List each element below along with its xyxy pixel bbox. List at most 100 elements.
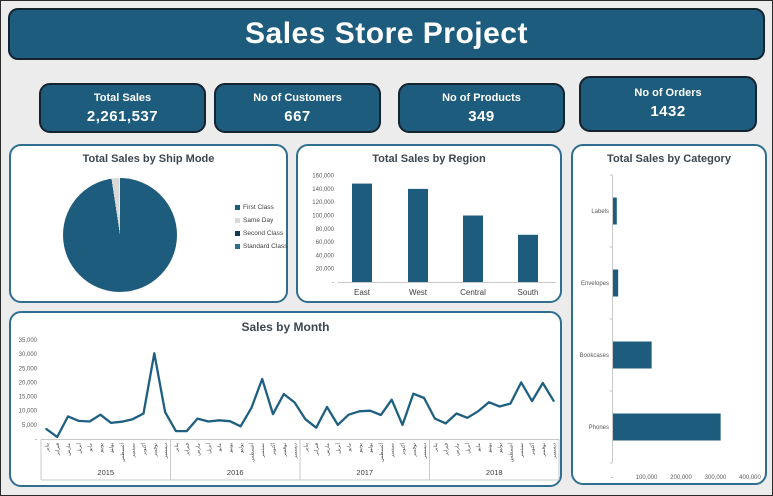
svg-text:فبراير: فبراير <box>444 442 450 456</box>
svg-text:سبتمبر: سبتمبر <box>260 443 266 458</box>
kpi-card-total-sales[interactable]: Total Sales 2,261,537 <box>39 83 206 133</box>
category-bar-chart: - 100,000 200,000 300,000 400,000 Labels Envel… <box>580 174 762 481</box>
svg-text:نوفمبر: نوفمبر <box>541 443 547 458</box>
monthly-sales-line-chart: - 5,000 10,000 15,000 20,000 25,000 30,000 35,0… <box>19 338 560 481</box>
svg-text:35,000: 35,000 <box>19 338 38 344</box>
kpi-value: 2,261,537 <box>86 108 159 125</box>
svg-text:25,000: 25,000 <box>19 366 38 372</box>
svg-text:أكتوبر: أكتوبر <box>141 442 148 456</box>
svg-text:يناير: يناير <box>44 442 50 452</box>
legend-swatch <box>235 205 240 210</box>
legend-item: First Class <box>235 204 287 211</box>
svg-text:60,000: 60,000 <box>316 240 335 246</box>
svg-text:Bookcases: Bookcases <box>580 353 609 359</box>
chart-title: Total Sales by Ship Mode <box>82 153 215 165</box>
svg-text:يونيو: يونيو <box>228 442 234 453</box>
svg-text:نوفمبر: نوفمبر <box>282 443 288 458</box>
svg-text:أكتوبر: أكتوبر <box>400 442 407 456</box>
svg-text:400,000: 400,000 <box>739 475 761 481</box>
category-chart-panel[interactable]: Total Sales by Category - 100,000 200,000 3… <box>571 144 767 485</box>
svg-text:East: East <box>354 288 371 297</box>
svg-text:أغسطس: أغسطس <box>507 442 514 462</box>
svg-text:يناير: يناير <box>303 442 309 452</box>
svg-text:30,000: 30,000 <box>19 352 38 358</box>
page-title: Sales Store Project <box>245 17 528 50</box>
kpi-card-products[interactable]: No of Products 349 <box>398 83 565 133</box>
chart-title: Total Sales by Category <box>607 153 731 165</box>
svg-text:أبريل: أبريل <box>76 442 83 453</box>
svg-text:ديسمبر: ديسمبر <box>293 443 299 459</box>
svg-text:فبراير: فبراير <box>314 442 320 456</box>
svg-text:مارس: مارس <box>325 443 331 456</box>
svg-text:40,000: 40,000 <box>316 253 335 259</box>
legend-label: Same Day <box>243 217 274 224</box>
svg-text:يوليو: يوليو <box>109 442 115 453</box>
svg-text:15,000: 15,000 <box>19 395 38 401</box>
svg-text:يونيو: يونيو <box>357 442 363 453</box>
svg-text:20,000: 20,000 <box>19 380 38 386</box>
svg-text:2015: 2015 <box>97 468 114 477</box>
kpi-value: 1432 <box>650 103 686 120</box>
svg-text:20,000: 20,000 <box>316 267 335 273</box>
kpi-label: No of Customers <box>253 92 342 104</box>
svg-text:200,000: 200,000 <box>670 475 692 481</box>
chart-title: Total Sales by Region <box>372 153 486 165</box>
title-banner[interactable]: Sales Store Project <box>8 8 765 60</box>
svg-text:Phones: Phones <box>589 425 609 431</box>
kpi-label: Total Sales <box>93 92 152 104</box>
region-bar-chart: - 20,000 40,000 60,000 80,000 100,000 120,000 1… <box>312 174 556 297</box>
svg-text:-: - <box>35 437 37 443</box>
kpi-card-customers[interactable]: No of Customers 667 <box>214 83 381 133</box>
svg-text:مارس: مارس <box>66 443 72 456</box>
ship-mode-chart-panel[interactable]: Total Sales by Ship Mode First Class Same… <box>9 144 288 303</box>
kpi-value: 349 <box>468 108 495 125</box>
svg-text:5,000: 5,000 <box>22 423 38 429</box>
svg-text:سبتمبر: سبتمبر <box>390 443 396 458</box>
svg-text:100,000: 100,000 <box>636 475 658 481</box>
svg-text:140,000: 140,000 <box>312 187 334 193</box>
svg-text:أبريل: أبريل <box>335 442 342 453</box>
svg-text:Labels: Labels <box>591 209 609 215</box>
legend-swatch <box>235 218 240 223</box>
legend-swatch <box>235 231 240 236</box>
svg-text:يوليو: يوليو <box>368 442 374 453</box>
svg-text:أكتوبر: أكتوبر <box>529 442 536 456</box>
svg-text:مايو: مايو <box>347 443 353 452</box>
legend-item: Same Day <box>235 217 287 224</box>
region-chart-panel[interactable]: Total Sales by Region - 20,000 40,000 60,00… <box>296 144 562 303</box>
svg-text:يونيو: يونيو <box>98 442 104 453</box>
svg-text:فبراير: فبراير <box>185 442 191 456</box>
monthly-sales-chart-panel[interactable]: Sales by Month - 5,000 10,000 15,000 20,000 2… <box>9 311 562 487</box>
svg-text:نوفمبر: نوفمبر <box>152 443 158 458</box>
svg-text:يونيو: يونيو <box>487 442 493 453</box>
svg-text:نوفمبر: نوفمبر <box>411 443 417 458</box>
ship-mode-pie <box>63 178 177 292</box>
svg-text:أبريل: أبريل <box>464 442 471 453</box>
kpi-value: 667 <box>284 108 311 125</box>
svg-text:يوليو: يوليو <box>239 442 245 453</box>
svg-text:-: - <box>611 475 613 481</box>
svg-text:أكتوبر: أكتوبر <box>270 442 277 456</box>
svg-text:-: - <box>332 280 334 286</box>
svg-text:120,000: 120,000 <box>312 200 334 206</box>
svg-text:80,000: 80,000 <box>316 227 335 233</box>
svg-text:ديسمبر: ديسمبر <box>552 443 558 459</box>
svg-text:سبتمبر: سبتمبر <box>519 443 525 458</box>
svg-text:مارس: مارس <box>454 443 460 456</box>
svg-text:160,000: 160,000 <box>312 174 334 180</box>
svg-text:يناير: يناير <box>433 442 439 452</box>
svg-text:مايو: مايو <box>217 443 223 452</box>
kpi-card-orders[interactable]: No of Orders 1432 <box>579 76 757 132</box>
svg-text:مارس: مارس <box>195 443 201 456</box>
svg-text:Envelopes: Envelopes <box>581 281 609 287</box>
svg-text:2016: 2016 <box>227 468 244 477</box>
legend-label: Second Class <box>243 230 284 237</box>
legend-swatch <box>235 244 240 249</box>
svg-text:2018: 2018 <box>486 468 503 477</box>
svg-text:2017: 2017 <box>356 468 373 477</box>
legend-item: Standard Class <box>235 243 287 250</box>
svg-text:أغسطس: أغسطس <box>248 442 255 462</box>
svg-text:ديسمبر: ديسمبر <box>163 443 169 459</box>
svg-text:South: South <box>518 288 539 297</box>
